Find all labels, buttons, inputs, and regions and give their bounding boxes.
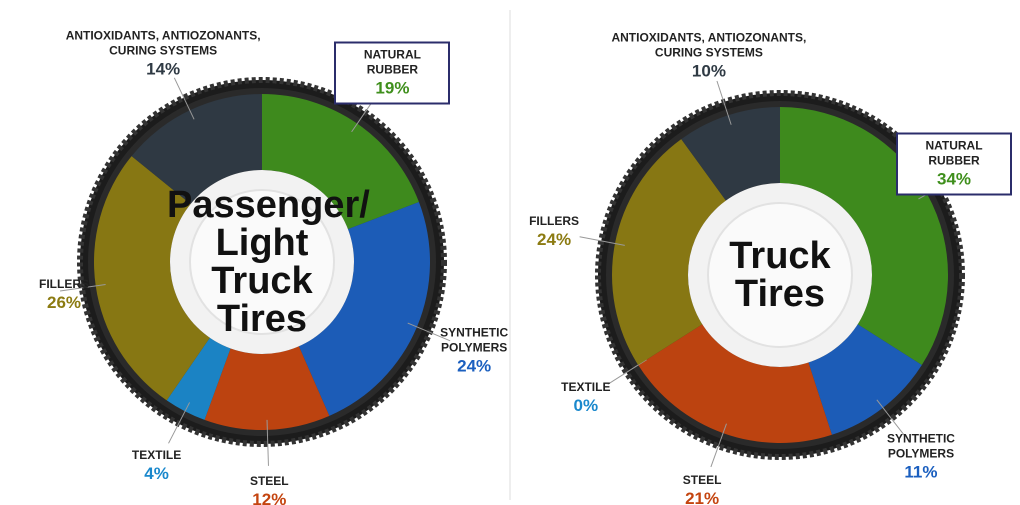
leader-line [60,283,106,292]
value-label: 14% [146,59,181,79]
segment-label: ANTIOXIDANTS, ANTIOZONANTS, CURING SYSTE… [48,29,278,80]
segment-label: TEXTILE 4% [97,448,217,484]
category-label: FILLERS [529,213,580,228]
category-label: NATURAL RUBBER [925,138,983,168]
value-label: 12% [252,489,287,505]
value-label: 24% [457,356,492,376]
segment [808,324,922,435]
segment-label: ANTIOXIDANTS, ANTIOZONANTS, CURING SYSTE… [594,31,824,82]
segment-label: TEXTILE 0% [526,380,646,416]
segment [298,202,430,416]
category-label: STEEL [682,473,722,488]
segment [681,107,780,201]
leader-line [710,423,727,468]
hub-center [189,189,335,335]
value-label: 11% [904,462,938,482]
value-label: 19% [375,78,410,98]
category-label: TEXTILE [561,380,611,395]
value-label: 34% [936,169,972,189]
category-label: ANTIOXIDANTS, ANTIOZONANTS, CURING SYSTE… [611,30,807,60]
category-label: FILLERS [39,276,89,291]
segment-label: FILLERS 26% [4,277,124,313]
segment [93,156,210,401]
hub-center [707,202,853,348]
leader-line [716,80,732,125]
value-label: 10% [691,61,726,81]
chart-title: Passenger/ Light Truck Tires [167,184,370,340]
segment [204,346,330,430]
segment-label: SYNTHETIC POLYMERS 11% [861,431,981,482]
category-label: NATURAL RUBBER [363,47,421,77]
leader-line [266,419,269,466]
value-label: 21% [685,489,720,505]
segment [638,324,832,443]
value-label: 26% [46,292,82,312]
segment-label: STEEL 12% [209,474,329,505]
segment [166,337,231,420]
segment [612,139,726,366]
category-label: STEEL [249,473,289,488]
value-label: 0% [573,396,599,416]
segment [262,94,419,230]
chart-title: Truck Tires [729,235,831,315]
leader-line [579,236,625,246]
category-label: SYNTHETIC POLYMERS [440,325,509,355]
segment-label: FILLERS 24% [494,214,614,250]
leader-line [607,359,647,385]
category-label: SYNTHETIC POLYMERS [886,431,955,461]
leader-line [876,399,906,437]
leader-line [407,322,451,342]
value-label: 24% [537,229,572,249]
segment-label: SYNTHETIC POLYMERS 24% [414,325,534,376]
segment-label: NATURAL RUBBER 19% [334,41,451,105]
segment-label: NATURAL RUBBER 34% [896,132,1012,196]
category-label: TEXTILE [131,448,182,463]
value-label: 4% [144,464,169,484]
category-label: ANTIOXIDANTS, ANTIOZONANTS, CURING SYSTE… [65,28,261,58]
leader-line [168,402,191,444]
segment [131,94,262,204]
leader-line [173,77,195,120]
segment-label: STEEL 21% [642,473,762,505]
